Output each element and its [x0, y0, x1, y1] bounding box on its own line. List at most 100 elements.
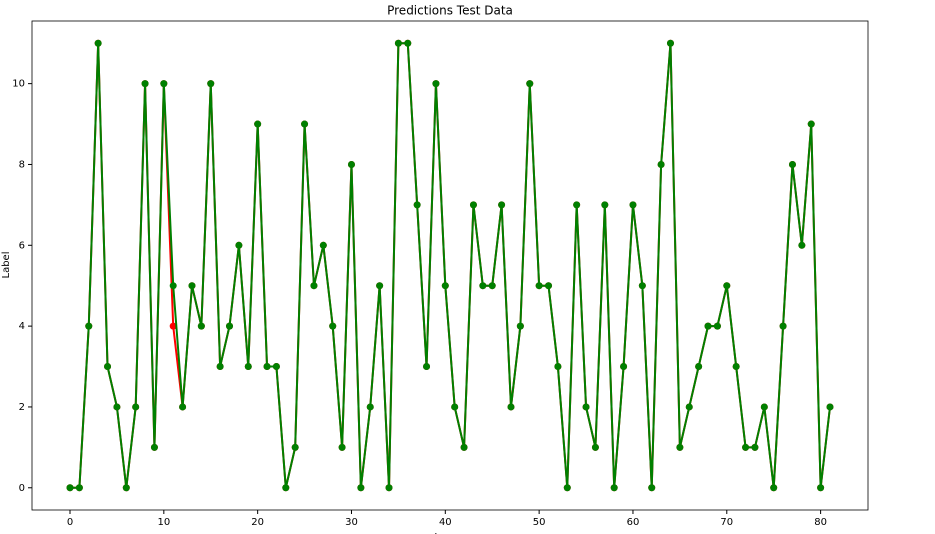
point — [479, 282, 487, 290]
point — [563, 484, 571, 492]
point — [385, 484, 393, 492]
point — [657, 160, 665, 168]
point — [310, 282, 318, 290]
point — [441, 282, 449, 290]
point — [291, 443, 299, 451]
point — [807, 120, 815, 128]
point — [244, 363, 252, 371]
point — [141, 80, 149, 88]
point — [347, 160, 355, 168]
point — [376, 282, 384, 290]
point — [132, 403, 140, 411]
point — [226, 322, 234, 330]
point — [216, 363, 224, 371]
point — [629, 201, 637, 209]
point — [85, 322, 93, 330]
point — [695, 363, 703, 371]
x-tick-label: 30 — [345, 517, 358, 528]
point — [666, 39, 674, 47]
point — [516, 322, 524, 330]
point — [826, 403, 834, 411]
point — [329, 322, 337, 330]
point — [169, 282, 177, 290]
y-tick-label: 6 — [19, 240, 25, 251]
point — [751, 443, 759, 451]
point — [197, 322, 205, 330]
point — [723, 282, 731, 290]
x-tick-label: 60 — [627, 517, 640, 528]
point — [254, 120, 262, 128]
point — [66, 484, 74, 492]
point — [169, 322, 177, 330]
x-tick-label: 20 — [251, 517, 264, 528]
point — [113, 403, 121, 411]
point — [469, 201, 477, 209]
point — [319, 241, 327, 249]
x-axis-label: Image — [434, 532, 465, 534]
y-tick-label: 2 — [19, 402, 25, 413]
y-tick-label: 8 — [19, 159, 25, 170]
point — [301, 120, 309, 128]
point — [620, 363, 628, 371]
series-line — [70, 42, 831, 489]
point — [394, 39, 402, 47]
point — [760, 403, 768, 411]
point — [404, 39, 412, 47]
point — [423, 363, 431, 371]
point — [357, 484, 365, 492]
point — [732, 363, 740, 371]
chart-title: Predictions Test Data — [387, 4, 513, 18]
point — [770, 484, 778, 492]
point — [798, 241, 806, 249]
point — [451, 403, 459, 411]
point — [488, 282, 496, 290]
point — [535, 282, 543, 290]
x-tick-label: 40 — [439, 517, 452, 528]
plot-frame — [31, 20, 869, 511]
point — [338, 443, 346, 451]
x-tick-label: 0 — [67, 517, 73, 528]
point — [150, 443, 158, 451]
point — [104, 363, 112, 371]
y-axis-label: Label — [1, 252, 12, 279]
x-tick-label: 80 — [814, 517, 827, 528]
point — [554, 363, 562, 371]
point — [207, 80, 215, 88]
point — [263, 363, 271, 371]
x-tick-label: 50 — [533, 517, 546, 528]
x-tick-label: 70 — [720, 517, 733, 528]
y-tick-label: 4 — [19, 321, 25, 332]
point — [188, 282, 196, 290]
point — [235, 241, 243, 249]
point — [788, 160, 796, 168]
point — [75, 484, 83, 492]
point — [713, 322, 721, 330]
point — [817, 484, 825, 492]
point — [498, 201, 506, 209]
point — [122, 484, 130, 492]
point — [610, 484, 618, 492]
point — [366, 403, 374, 411]
x-tick-label: 10 — [157, 517, 170, 528]
point — [573, 201, 581, 209]
point — [582, 403, 590, 411]
point — [179, 403, 187, 411]
point — [526, 80, 534, 88]
point — [676, 443, 684, 451]
y-tick-label: 0 — [19, 483, 25, 494]
point — [742, 443, 750, 451]
point — [94, 39, 102, 47]
point — [507, 403, 515, 411]
point — [685, 403, 693, 411]
point — [160, 80, 168, 88]
point — [413, 201, 421, 209]
point — [601, 201, 609, 209]
series-line — [70, 42, 831, 489]
point — [648, 484, 656, 492]
point — [282, 484, 290, 492]
point — [638, 282, 646, 290]
point — [272, 363, 280, 371]
point — [591, 443, 599, 451]
